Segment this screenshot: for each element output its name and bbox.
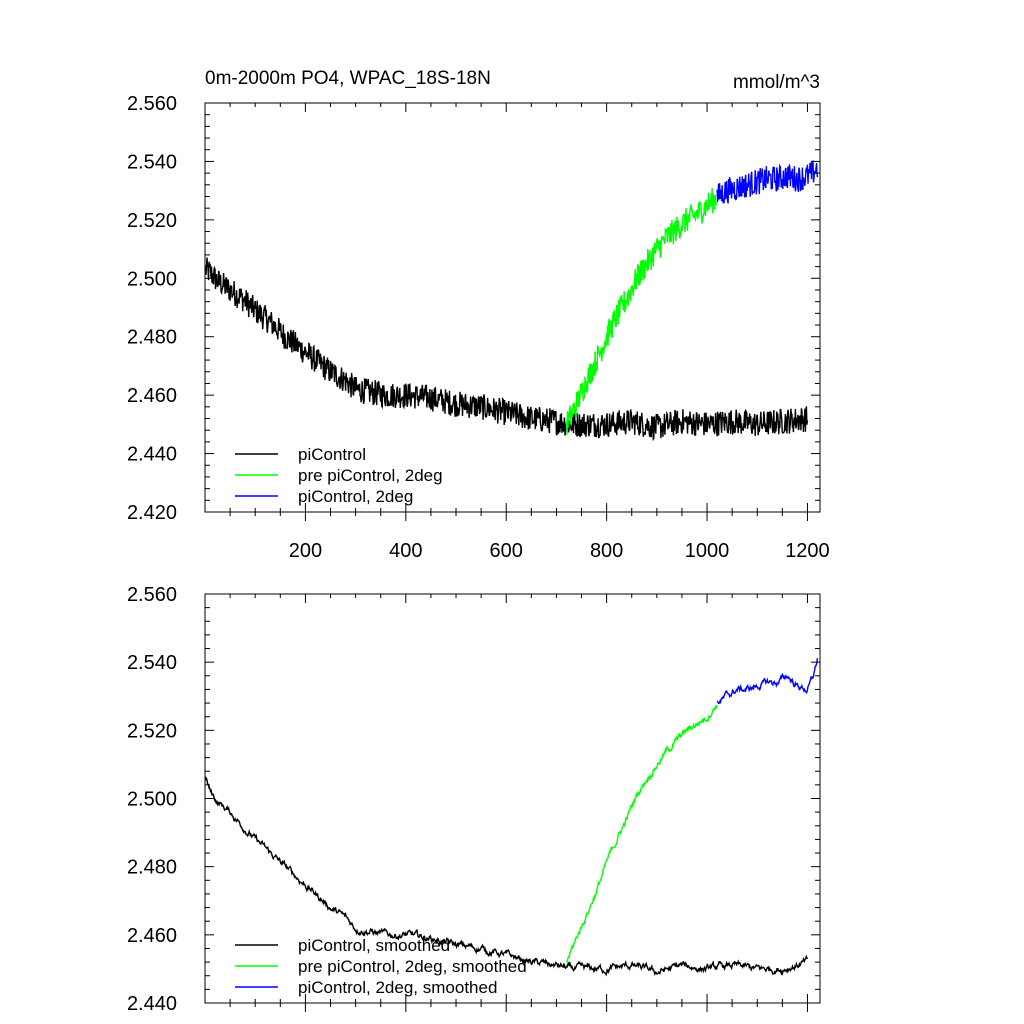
- top-y-tick-label: 2.520: [127, 210, 177, 232]
- top-plot-frame: [204, 102, 821, 513]
- bottom-y-tick-label: 2.500: [127, 789, 177, 811]
- top-x-tick-label: 600: [490, 540, 523, 562]
- top-series-line-0: [205, 257, 809, 442]
- top-y-tick-label: 2.420: [127, 502, 177, 524]
- top-y-tick-label: 2.500: [127, 268, 177, 290]
- top-x-tick-label: 200: [289, 540, 322, 562]
- bottom-y-tick-label: 2.520: [127, 720, 177, 742]
- units-label: mmol/m^3: [733, 72, 820, 93]
- top-x-tick-label: 800: [590, 540, 623, 562]
- top-panel-title: 0m-2000m PO4, WPAC_18S-18N: [205, 68, 491, 89]
- top-legend-label-2: piControl, 2deg: [298, 487, 413, 506]
- top-panel: 0m-2000m PO4, WPAC_18S-18N mmol/m^3 200 4…: [127, 68, 830, 562]
- bottom-y-tick-label: 2.540: [127, 652, 177, 674]
- top-x-tick-label: 1000: [685, 540, 730, 562]
- bottom-panel: 2.440 2.460 2.480 2.500 2.520 2.540 2.560 piCo…: [127, 584, 821, 1015]
- bottom-panel-axes: 2.440 2.460 2.480 2.500 2.520 2.540 2.560: [127, 584, 821, 1015]
- bottom-legend-label-2: piControl, 2deg, smoothed: [298, 978, 497, 997]
- top-x-tick-label: 1200: [785, 540, 830, 562]
- bottom-y-tick-label: 2.480: [127, 857, 177, 879]
- top-y-tick-label: 2.560: [127, 93, 177, 115]
- top-legend-label-1: pre piControl, 2deg: [298, 466, 443, 485]
- top-panel-axes: 200 400 600 800 1000 1200 2.420 2.440 2.460 2.480…: [127, 93, 830, 562]
- bottom-y-tick-label: 2.460: [127, 925, 177, 947]
- bottom-panel-legend: piControl, smoothed pre piControl, 2deg, …: [235, 936, 527, 997]
- bottom-series-line-2: [716, 657, 819, 705]
- top-series-line-2: [716, 160, 819, 204]
- top-y-tick-label: 2.540: [127, 151, 177, 173]
- top-x-tick-label: 400: [389, 540, 422, 562]
- bottom-y-tick-label: 2.440: [127, 993, 177, 1015]
- top-panel-legend: piControl pre piControl, 2deg piControl, 2…: [235, 445, 443, 506]
- bottom-series-line-1: [565, 704, 718, 963]
- top-panel-series: [205, 160, 819, 442]
- top-series-line-1: [565, 188, 718, 435]
- top-y-tick-label: 2.440: [127, 444, 177, 466]
- bottom-y-tick-label: 2.560: [127, 584, 177, 606]
- top-y-tick-label: 2.480: [127, 327, 177, 349]
- bottom-legend-label-1: pre piControl, 2deg, smoothed: [298, 957, 527, 976]
- bottom-series-line-0: [205, 776, 809, 977]
- top-y-tick-label: 2.460: [127, 385, 177, 407]
- bottom-panel-series: [205, 657, 819, 977]
- top-legend-label-0: piControl: [298, 445, 366, 464]
- bottom-legend-label-0: piControl, smoothed: [298, 936, 450, 955]
